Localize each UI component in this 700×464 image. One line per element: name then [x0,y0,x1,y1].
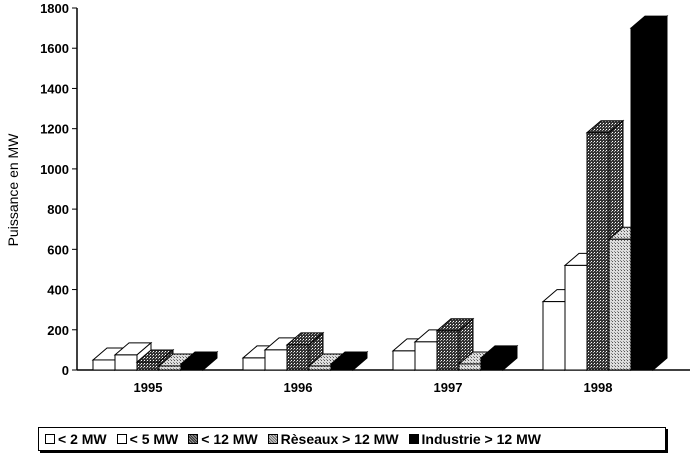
legend: < 2 MW < 5 MW < 12 MW Rèseaux > 12 MW Indust… [38,427,666,451]
y-tick-label: 400 [47,283,69,298]
x-tick-label: 1995 [134,380,163,395]
bar-side [652,15,668,372]
legend-label: Industrie > 12 MW [421,431,541,447]
bar-front [586,132,610,371]
bar-front [542,301,566,371]
y-tick-label: 1400 [40,81,69,96]
legend-item: Industrie > 12 MW [408,431,541,447]
bar-front [264,349,288,371]
y-tick-label: 1000 [40,162,69,177]
bar-front [564,264,588,371]
bar-front [458,363,482,371]
bar-front [330,363,354,371]
legend-swatch-icon [116,434,127,444]
y-tick-label: 200 [47,323,69,338]
y-axis-label: Puissance en MW [5,133,21,247]
x-tick-label: 1998 [584,380,613,395]
bar-front [308,365,332,371]
bar-1997-4 [479,344,519,372]
y-tick-label: 1600 [40,41,69,56]
bar-front [480,357,504,371]
y-tick-label: 800 [47,202,69,217]
y-tick-label: 0 [62,363,69,378]
bar-front [180,363,204,371]
y-tick-label: 1800 [40,1,69,16]
bar-front [414,341,438,371]
legend-swatch-icon [267,434,278,444]
bar-front [608,238,632,371]
x-tick-label: 1997 [434,380,463,395]
legend-item: < 5 MW [116,431,179,447]
bar-front [158,365,182,371]
bar-front [242,357,266,371]
bar-front [114,354,138,371]
legend-label: < 2 MW [58,431,107,447]
legend-label: < 5 MW [129,431,179,447]
x-tick-label: 1996 [284,380,313,395]
bar-1996-4 [329,350,369,372]
bar-front [136,361,160,371]
legend-item: < 2 MW [45,431,107,447]
bar-1998-4 [629,15,669,372]
bar-front [286,344,310,371]
bar-front [92,359,116,371]
legend-swatch-icon [408,434,419,444]
bar-front [630,27,654,371]
legend-swatch-icon [45,434,55,444]
legend-label: < 12 MW [201,431,258,447]
y-tick-label: 1200 [40,122,69,137]
legend-swatch-icon [188,434,199,444]
legend-label: Rèseaux > 12 MW [280,431,399,447]
legend-item: < 12 MW [188,431,258,447]
legend-item: Rèseaux > 12 MW [267,431,399,447]
bar-front [392,350,416,371]
bar-1995-4 [179,350,219,372]
bar-front [436,330,460,371]
y-tick-label: 600 [47,242,69,257]
